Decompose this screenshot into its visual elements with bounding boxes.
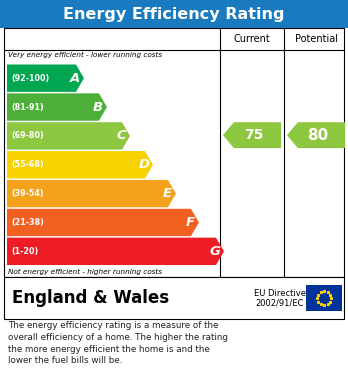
Polygon shape [7,65,84,92]
Polygon shape [287,122,345,148]
Polygon shape [7,209,199,236]
Text: F: F [185,216,195,229]
Text: The energy efficiency rating is a measure of the
overall efficiency of a home. T: The energy efficiency rating is a measur… [8,321,228,366]
Text: EU Directive: EU Directive [254,289,306,298]
Text: Not energy efficient - higher running costs: Not energy efficient - higher running co… [8,269,162,275]
Text: (92-100): (92-100) [11,74,49,83]
Bar [4,277,344,319]
Bar [4,28,344,277]
Text: (1-20): (1-20) [11,247,38,256]
Text: 75: 75 [244,128,263,142]
Polygon shape [223,122,281,148]
Text: (81-91): (81-91) [11,102,44,111]
Polygon shape [7,238,224,265]
Text: Current: Current [234,34,270,44]
Text: Very energy efficient - lower running costs: Very energy efficient - lower running co… [8,52,162,58]
Text: Potential: Potential [294,34,338,44]
Text: 80: 80 [307,127,328,143]
Text: (39-54): (39-54) [11,189,44,198]
Text: E: E [163,187,172,200]
Polygon shape [7,180,176,207]
Text: (21-38): (21-38) [11,218,44,227]
Polygon shape [7,151,153,178]
Text: D: D [139,158,149,171]
Text: C: C [116,129,126,142]
Text: B: B [93,100,103,113]
Bar [0,0,348,28]
Text: (69-80): (69-80) [11,131,44,140]
Text: G: G [209,245,220,258]
Text: 2002/91/EC: 2002/91/EC [256,298,304,307]
Text: England & Wales: England & Wales [12,289,169,307]
Polygon shape [7,93,107,121]
Bar [306,285,342,311]
Text: Energy Efficiency Rating: Energy Efficiency Rating [63,7,285,22]
Text: A: A [70,72,80,85]
Text: (55-68): (55-68) [11,160,44,169]
Polygon shape [7,122,130,150]
